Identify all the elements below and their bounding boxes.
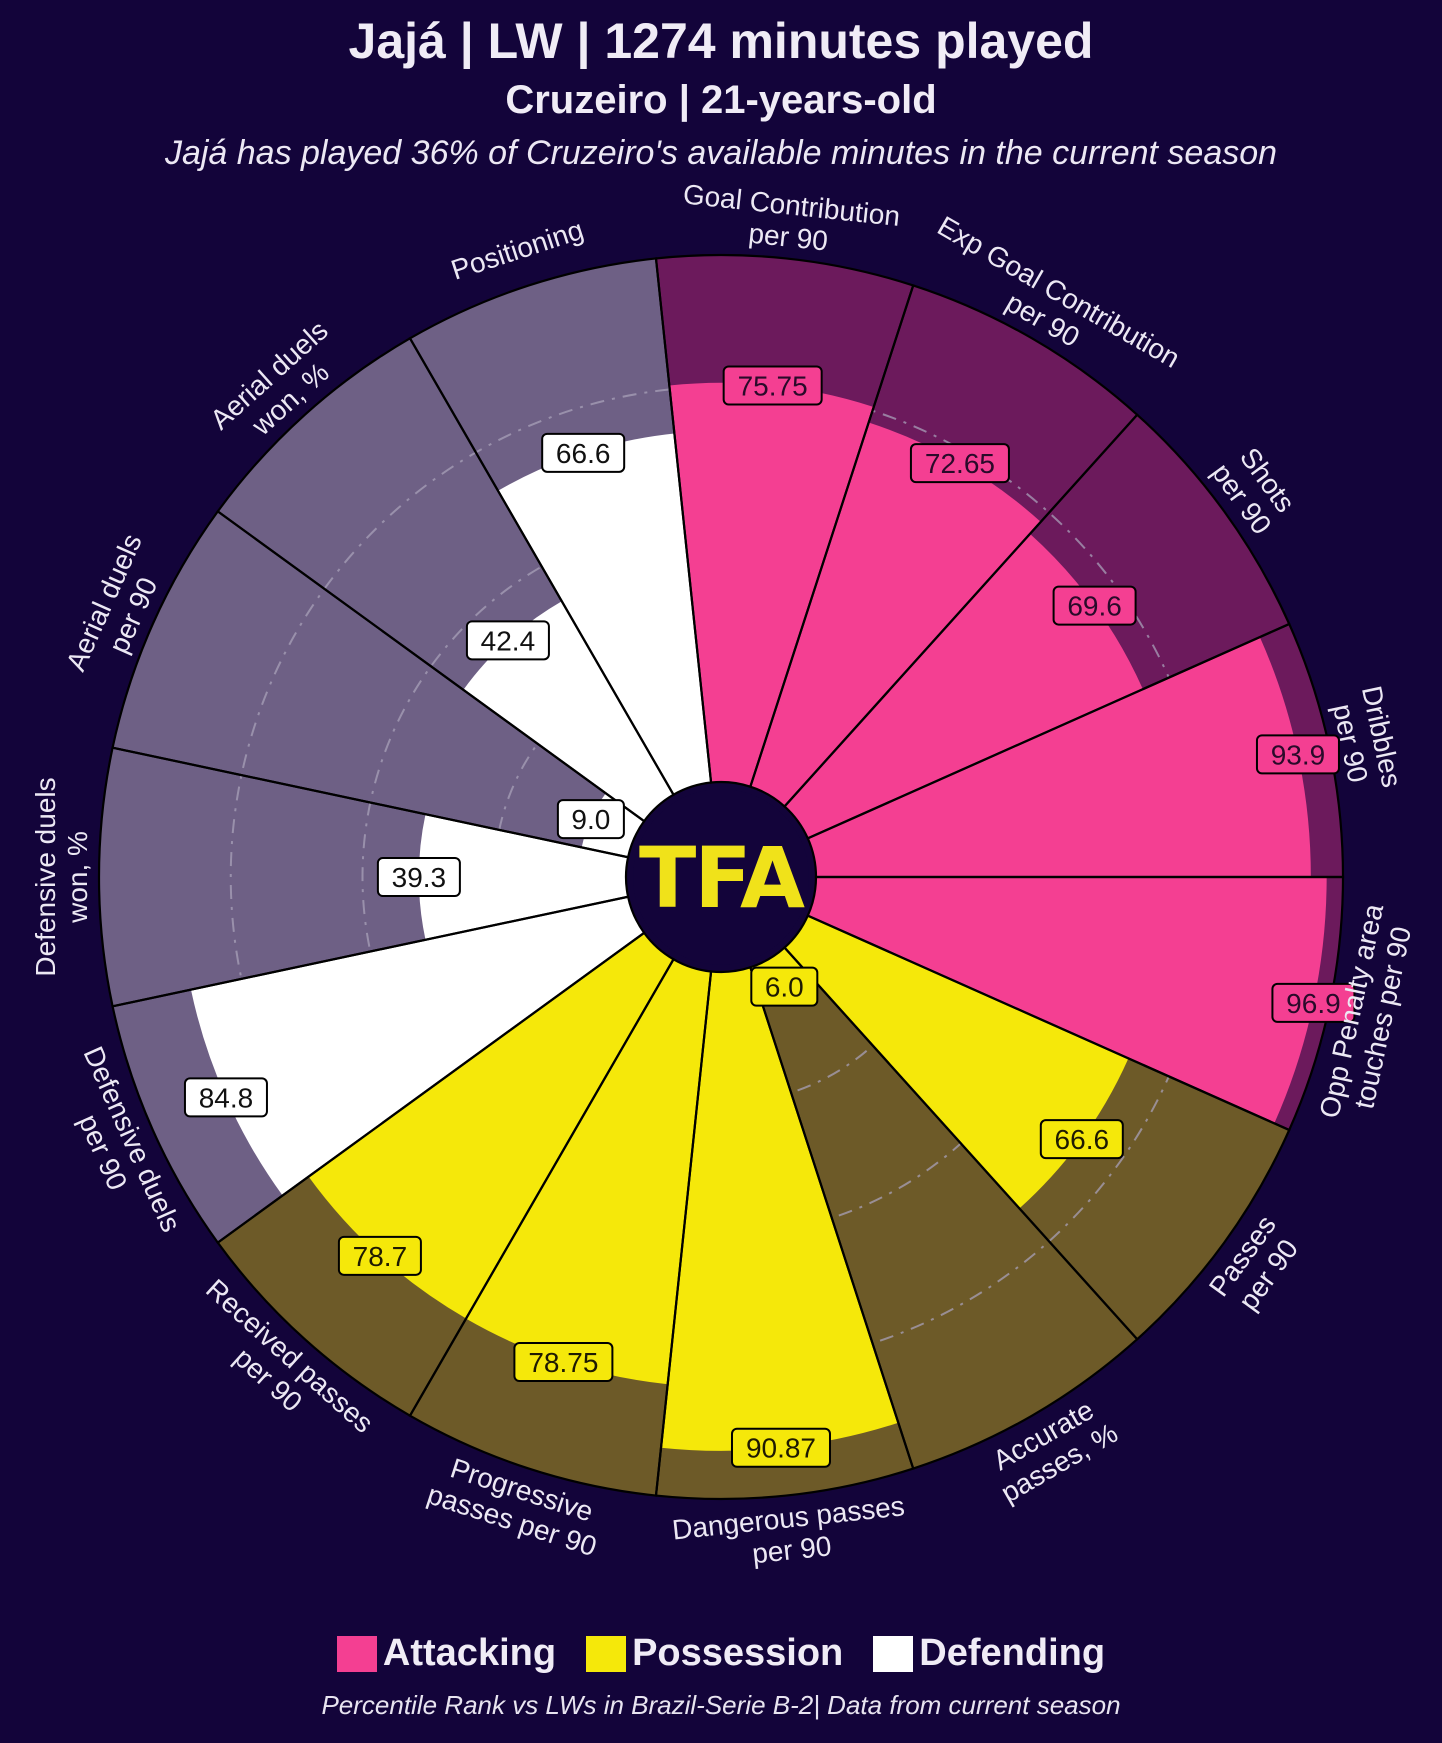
value-label-box (1271, 982, 1356, 1023)
param-label-text: Dangerous passesper 90 (671, 1490, 910, 1577)
slice-value (750, 422, 1041, 807)
slice-outline (806, 875, 1345, 1132)
value-label: 75.75 (738, 371, 808, 402)
slice-outline (111, 509, 646, 859)
value-label: 90.87 (746, 1433, 816, 1464)
value-label: 72.65 (925, 448, 995, 479)
value-label-box (376, 857, 461, 897)
legend-item-attacking: Attacking (336, 1632, 557, 1675)
value-label: 9.0 (571, 804, 610, 835)
slice-value (418, 814, 629, 940)
slice-outline (748, 284, 1139, 808)
center-disc (633, 789, 809, 965)
slice-value (807, 877, 1327, 1124)
slice-outline (216, 931, 676, 1418)
slice-outline (783, 413, 1291, 840)
param-label: Goal Contributionper 90 (678, 178, 902, 263)
value-label: 66.6 (1055, 1124, 1110, 1155)
value-label-box (1255, 734, 1340, 775)
slice-value (661, 967, 899, 1451)
value-label-box (513, 1342, 614, 1383)
slice-value (308, 932, 674, 1319)
legend-item-possession: Possession (586, 1632, 843, 1675)
value-label-box (1052, 585, 1137, 626)
value-label: 6.0 (765, 972, 804, 1003)
param-label: Dribblesper 90 (1325, 683, 1408, 797)
slice-outline (97, 746, 630, 1008)
legend-label-attacking: Attacking (382, 1632, 557, 1674)
slice-outline (408, 957, 713, 1497)
legend-label-defending: Defending (919, 1632, 1106, 1674)
value-label: 93.9 (1271, 739, 1326, 770)
legend: Attacking Possession Defending (0, 1632, 1442, 1675)
value-label: 39.3 (392, 862, 447, 893)
slice-value (498, 433, 712, 795)
value-label-box (1039, 1119, 1124, 1160)
chart-title: Jajá | LW | 1274 minutes played (348, 13, 1094, 69)
value-label-box (909, 443, 1010, 484)
value-label: 78.75 (528, 1347, 598, 1378)
legend-swatch-defending (873, 1635, 914, 1672)
param-label-text: Goal Contributionper 90 (678, 178, 901, 263)
value-label: 69.6 (1067, 591, 1122, 622)
value-label: 66.6 (556, 438, 611, 469)
slice-outline (806, 622, 1345, 879)
slice-outline (408, 257, 713, 797)
slice-background (98, 747, 629, 1007)
slice-outline (783, 914, 1291, 1341)
slice-outline (216, 336, 676, 823)
param-label: Dangerous passesper 90 (671, 1490, 910, 1577)
value-label-box (541, 432, 626, 473)
value-label-box (722, 365, 823, 406)
slice-value (807, 637, 1311, 877)
slice-background (112, 511, 645, 858)
slice-outline (111, 895, 646, 1245)
value-label: 78.7 (353, 1241, 408, 1272)
value-label: 42.4 (481, 625, 536, 656)
chart-description: Jajá has played 36% of Cruzeiro's availa… (164, 134, 1278, 172)
param-label: Defensive duelswon, % (30, 777, 93, 976)
param-label-text: Dribblesper 90 (1325, 683, 1408, 797)
value-label-box (183, 1077, 268, 1118)
param-label-line: won, % (62, 831, 93, 924)
slice-background (750, 947, 1138, 1469)
value-label-box (465, 620, 550, 661)
value-label-box (750, 966, 819, 1007)
legend-label-possession: Possession (632, 1632, 844, 1674)
value-label-box (337, 1235, 422, 1276)
value-label: 84.8 (199, 1082, 254, 1113)
chart-subtitle: Cruzeiro | 21-years-old (505, 78, 937, 122)
slice-value (465, 959, 712, 1385)
value-label-box (556, 799, 625, 840)
slice-outline (654, 965, 915, 1501)
slice-outline (748, 946, 1139, 1470)
param-label-text: Defensive duelswon, % (30, 777, 93, 976)
legend-swatch-attacking (336, 1635, 377, 1672)
legend-swatch-possession (586, 1635, 627, 1672)
param-label-line: Defensive duels (30, 777, 61, 976)
value-label: 96.9 (1286, 988, 1341, 1019)
value-label-box (730, 1427, 831, 1468)
slice-outline (654, 253, 915, 789)
legend-item-defending: Defending (873, 1632, 1105, 1675)
footer-note: Percentile Rank vs LWs in Brazil-Serie B… (321, 1690, 1121, 1720)
slice-value (669, 382, 874, 787)
slice-value (190, 896, 645, 1196)
tfa-logo: TFA (639, 829, 805, 927)
